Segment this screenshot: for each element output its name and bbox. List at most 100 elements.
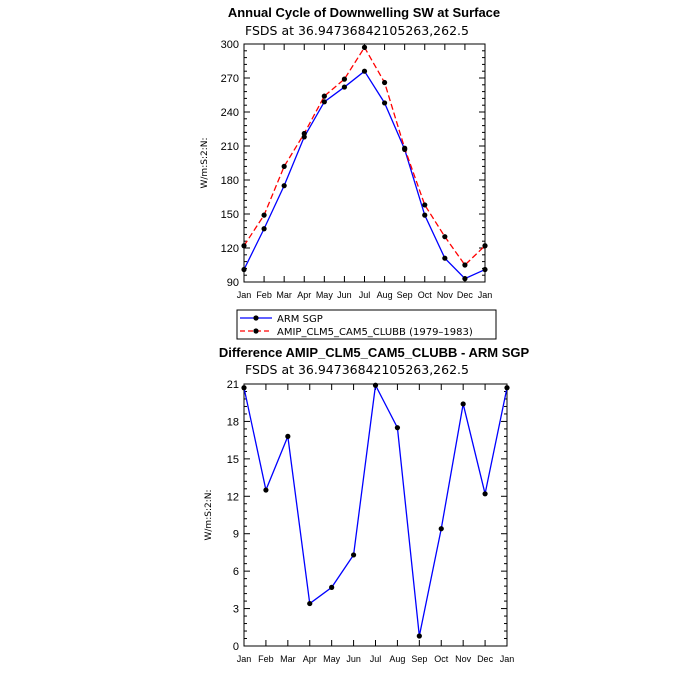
x-tick-label: Feb (256, 290, 272, 300)
data-point (416, 633, 422, 639)
series-line-difference (243, 383, 508, 637)
y-tick-label: 300 (221, 39, 239, 51)
y-tick-label: 90 (227, 277, 239, 289)
y-tick-label: 270 (221, 73, 239, 85)
chart1-plot-frame (243, 43, 486, 283)
y-tick-label: 180 (221, 175, 239, 187)
chart1-title: Annual Cycle of Downwelling SW at Surfac… (228, 5, 500, 20)
x-tick-label: Nov (437, 290, 454, 300)
x-tick-label: Jan (237, 654, 252, 664)
chart1-legend: ARM SGP AMIP_CLM5_CAM5_CLUBB (1979–1983) (236, 309, 497, 340)
x-tick-label: Sep (411, 654, 427, 664)
y-tick-label: 240 (221, 107, 239, 119)
chart2-subtitle: FSDS at 36.94736842105263,262.5 (245, 362, 469, 377)
x-tick-label: May (316, 290, 334, 300)
chart1-y-axis-label: W/m:S:2:N: (200, 138, 210, 189)
data-point (422, 212, 428, 218)
chart2-y-axis-label: W/m:S:2:N: (204, 490, 214, 541)
y-tick-label: 3 (233, 604, 239, 616)
y-tick-label: 150 (221, 209, 239, 221)
data-point (381, 100, 388, 106)
data-point (301, 130, 307, 137)
x-tick-label: Feb (258, 654, 274, 664)
legend-box (236, 309, 497, 340)
y-tick-label: 120 (221, 243, 239, 255)
chart2-title: Difference AMIP_CLM5_CAM5_CLUBB - ARM SG… (219, 345, 530, 360)
x-tick-label: Oct (418, 290, 433, 300)
legend-marker-arm-sgp (253, 315, 259, 321)
y-tick-label: 21 (227, 379, 239, 391)
x-tick-label: Sep (397, 290, 413, 300)
data-point (482, 243, 488, 249)
x-tick-label: Jul (370, 654, 382, 664)
data-point (261, 212, 267, 218)
data-point (482, 491, 488, 497)
chart-annual-cycle: Annual Cycle of Downwelling SW at Surfac… (200, 5, 500, 340)
data-point (321, 93, 327, 99)
y-tick-label: 0 (233, 641, 239, 653)
x-tick-label: Dec (477, 654, 494, 664)
chart2-y-tick-labels: 0 3 6 9 12 15 18 21 (227, 379, 239, 653)
chart2-x-tick-labels: Jan Feb Mar Apr May Jun Jul Aug Sep Oct Nov Dec Jan (237, 654, 515, 664)
series-line-amip-clm5-cam5-clubb (243, 46, 486, 266)
data-point (241, 243, 247, 249)
chart1-series (241, 44, 488, 282)
y-tick-label: 210 (221, 141, 239, 153)
x-tick-label: Aug (377, 290, 393, 300)
chart-difference: Difference AMIP_CLM5_CAM5_CLUBB - ARM SG… (204, 345, 530, 664)
chart1-subtitle: FSDS at 36.94736842105263,262.5 (245, 23, 469, 38)
data-point (281, 163, 287, 169)
x-tick-label: Oct (434, 654, 449, 664)
data-point (442, 234, 448, 240)
x-tick-label: Jan (237, 290, 252, 300)
data-point (438, 526, 444, 532)
data-point (241, 385, 247, 391)
data-point (361, 68, 368, 74)
legend-label-model: AMIP_CLM5_CAM5_CLUBB (1979–1983) (277, 327, 473, 338)
data-point (504, 385, 510, 391)
data-point (381, 79, 388, 86)
data-point (285, 433, 291, 439)
x-tick-label: Apr (303, 654, 317, 664)
chart1-y-tick-labels: 90 120 150 180 210 240 270 300 (221, 39, 239, 289)
data-point (482, 266, 488, 273)
data-point (442, 255, 448, 261)
y-tick-label: 6 (233, 566, 239, 578)
chart1-ticks (243, 43, 486, 283)
data-point (261, 226, 267, 232)
x-tick-label: Dec (457, 290, 474, 300)
data-point (372, 382, 379, 388)
x-tick-label: Jun (337, 290, 352, 300)
data-point (341, 84, 348, 90)
data-point (281, 183, 287, 189)
x-tick-label: Jun (346, 654, 361, 664)
data-point (329, 584, 335, 590)
data-point (341, 76, 348, 82)
x-tick-label: Jan (500, 654, 515, 664)
chart2-series (241, 382, 510, 639)
x-tick-label: Mar (276, 290, 292, 300)
x-tick-label: Aug (389, 654, 405, 664)
data-point (350, 552, 357, 558)
y-tick-label: 15 (227, 454, 239, 466)
x-tick-label: Apr (297, 290, 311, 300)
data-point (321, 99, 327, 105)
legend-marker-model (253, 328, 259, 334)
data-point (462, 262, 468, 268)
data-point (460, 401, 466, 407)
series-line-arm (243, 70, 486, 280)
data-point (394, 425, 401, 431)
x-tick-label: Jan (478, 290, 493, 300)
data-point (241, 266, 247, 273)
data-point (263, 487, 269, 493)
data-point (402, 145, 408, 151)
y-tick-label: 18 (227, 416, 239, 428)
x-tick-label: Nov (455, 654, 472, 664)
x-tick-label: Jul (359, 290, 371, 300)
y-tick-label: 12 (227, 491, 239, 503)
data-point (361, 44, 368, 51)
x-tick-label: May (323, 654, 341, 664)
y-tick-label: 9 (233, 529, 239, 541)
data-point (307, 600, 313, 607)
